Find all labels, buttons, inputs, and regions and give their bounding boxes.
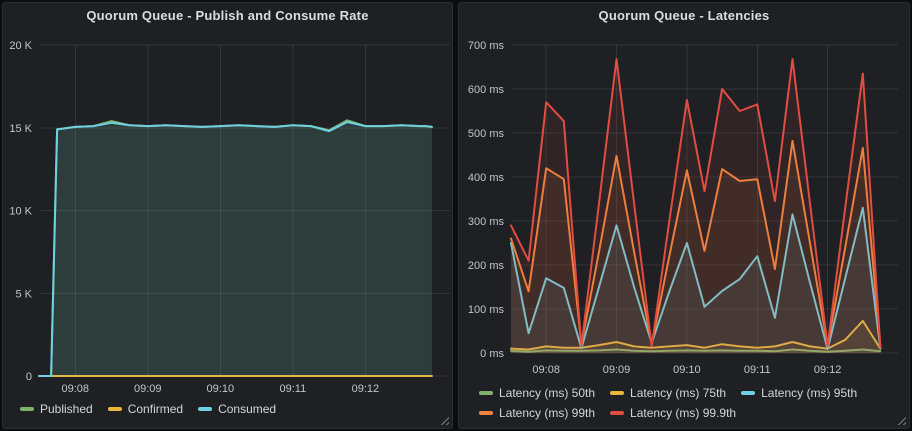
legend-row: Latency (ms) 99th Latency (ms) 99.9th <box>479 403 857 423</box>
legend-item[interactable]: Latency (ms) 75th <box>610 386 726 400</box>
y-axis-tick-label: 600 ms <box>468 84 505 96</box>
legend-row: Latency (ms) 50th Latency (ms) 75th Latenc… <box>479 383 857 403</box>
x-axis-tick-label: 09:09 <box>134 383 162 395</box>
series-line-2 <box>510 206 882 350</box>
y-axis-tick-label: 20 K <box>9 40 32 52</box>
y-axis-tick-label: 400 ms <box>468 172 505 184</box>
series-line-2 <box>38 121 433 377</box>
y-axis-tick-label: 300 ms <box>468 216 505 228</box>
legend-series-label: Latency (ms) 75th <box>630 386 727 400</box>
legend-series-swatch-icon <box>198 407 213 411</box>
x-axis-tick-label: 09:11 <box>279 383 306 395</box>
y-axis-tick-label: 0 <box>26 371 32 383</box>
legend-item[interactable]: Latency (ms) 99.9th <box>610 406 736 420</box>
y-axis-tick-label: 700 ms <box>468 40 505 52</box>
panel-title[interactable]: Quorum Queue - Latencies <box>598 8 770 23</box>
x-axis-tick-label: 09:09 <box>603 364 631 376</box>
legend-item[interactable]: Latency (ms) 50th <box>479 386 595 400</box>
panel-title[interactable]: Quorum Queue - Publish and Consume Rate <box>86 8 369 23</box>
legend-series-label: Latency (ms) 50th <box>499 386 596 400</box>
legend-item[interactable]: Latency (ms) 95th <box>741 386 857 400</box>
x-axis-tick-label: 09:11 <box>744 364 771 376</box>
legend-series-swatch-icon <box>20 407 34 411</box>
y-axis-tick-label: 200 ms <box>468 260 505 272</box>
legend-item[interactable]: Published <box>20 402 93 416</box>
x-axis-tick-label: 09:10 <box>673 364 701 376</box>
series-area-3 <box>511 140 881 353</box>
legend-series-swatch-icon <box>479 411 493 415</box>
y-axis-tick-label: 15 K <box>9 123 32 135</box>
legend-series-label: Published <box>40 402 93 416</box>
legend-series-swatch-icon <box>610 391 625 395</box>
legend-series-swatch-icon <box>107 407 122 411</box>
legend: Latency (ms) 50th Latency (ms) 75th Latenc… <box>479 383 857 423</box>
legend-series-label: Latency (ms) 99th <box>499 406 596 420</box>
y-axis-tick-label: 0 ms <box>480 348 504 360</box>
publish-consume-chart[interactable]: 0 5 K 10 K 15 K 20 K 09:08 09:09 09:10 09:11 09:1… <box>3 3 452 428</box>
panel-resize-handle-icon[interactable] <box>440 416 449 425</box>
series-line-1 <box>510 319 882 351</box>
legend-item[interactable]: Latency (ms) 99th <box>479 406 595 420</box>
legend-series-label: Latency (ms) 99.9th <box>630 406 737 420</box>
legend-series-swatch-icon <box>610 411 625 415</box>
series-area-0 <box>39 120 432 376</box>
series-area-4 <box>511 59 881 353</box>
x-axis-tick-label: 09:10 <box>207 383 235 395</box>
legend-row: Published Confirmed Consumed <box>20 399 276 419</box>
panel-latencies: Quorum Queue - Latencies 0 ms 100 ms 200 m… <box>458 2 910 429</box>
y-axis-tick-label: 10 K <box>9 206 32 218</box>
y-axis-tick-label: 500 ms <box>468 128 505 140</box>
legend-series-swatch-icon <box>479 391 493 395</box>
latencies-chart[interactable]: 0 ms 100 ms 200 ms 300 ms 400 ms 500 ms 600 ms… <box>459 3 909 428</box>
panel-publish-consume-rate: Quorum Queue - Publish and Consume Rate … <box>2 2 453 429</box>
x-axis-tick-label: 09:12 <box>352 383 380 395</box>
series-line-0 <box>510 348 882 353</box>
legend-series-label: Consumed <box>218 402 277 416</box>
legend: Published Confirmed Consumed <box>20 399 276 419</box>
x-axis-tick-label: 09:08 <box>532 364 560 376</box>
legend-item[interactable]: Consumed <box>198 402 276 416</box>
x-axis-tick-label: 09:12 <box>814 364 842 376</box>
y-axis-tick-label: 5 K <box>15 288 32 300</box>
legend-series-swatch-icon <box>741 391 756 395</box>
panel-resize-handle-icon[interactable] <box>897 416 906 425</box>
series-line-3 <box>510 139 882 348</box>
series-line-4 <box>510 58 882 349</box>
legend-item[interactable]: Confirmed <box>107 402 184 416</box>
y-axis-tick-label: 100 ms <box>468 304 505 316</box>
x-axis-tick-label: 09:08 <box>61 383 89 395</box>
legend-series-label: Latency (ms) 95th <box>761 386 858 400</box>
series-area-2 <box>39 122 432 376</box>
legend-series-label: Confirmed <box>127 402 184 416</box>
